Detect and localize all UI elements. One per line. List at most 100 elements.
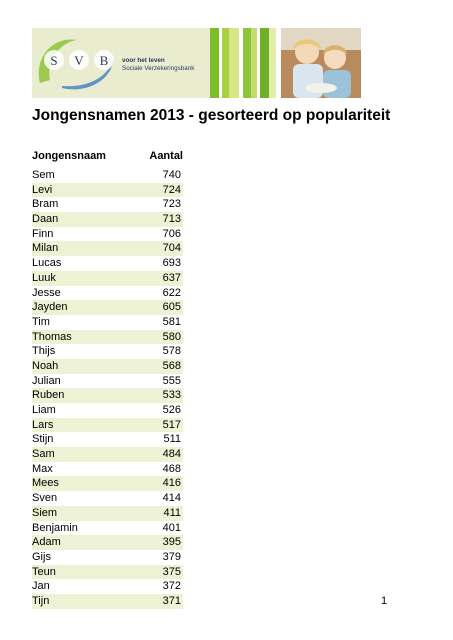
- count-cell: 578: [162, 345, 181, 358]
- name-cell: Tijn: [32, 594, 50, 607]
- table-row: Lars 517: [32, 417, 183, 433]
- logo-tagline: voor het leven Sociale Verzekeringsbank: [122, 57, 194, 73]
- name-cell: Benjamin: [32, 521, 78, 534]
- name-cell: Teun: [32, 565, 56, 578]
- name-cell: Adam: [32, 536, 61, 549]
- name-cell: Lucas: [32, 257, 62, 270]
- table-row: Siem 411: [32, 505, 183, 521]
- page-title: Jongensnamen 2013 - gesorteerd op popula…: [32, 107, 391, 124]
- table-row: Adam 395: [32, 535, 183, 550]
- count-cell: 581: [162, 315, 181, 328]
- table-row: Max 468: [32, 462, 183, 477]
- count-cell: 724: [162, 183, 181, 196]
- svb-logo: S V B voor het leven Sociale Verzekering…: [32, 28, 210, 98]
- name-cell: Noah: [32, 359, 59, 372]
- table-header: Jongensnaam Aantal: [32, 149, 183, 163]
- count-cell: 371: [162, 594, 181, 607]
- table-row: Ruben 533: [32, 388, 183, 403]
- decorative-stripes: [210, 28, 281, 98]
- tagline-line-1: voor het leven: [122, 57, 165, 64]
- column-header-name: Jongensnaam: [32, 150, 106, 162]
- count-cell: 704: [162, 242, 181, 255]
- stripe: [222, 28, 229, 98]
- table-row: Milan 704: [32, 241, 183, 257]
- table-row: Finn 706: [32, 227, 183, 242]
- tagline-line-2: Sociale Verzekeringsbank: [122, 65, 195, 72]
- name-cell: Max: [32, 462, 53, 475]
- table-row: Sven 414: [32, 491, 183, 506]
- table-row: Sem 740: [32, 168, 183, 183]
- stripe: [219, 28, 222, 98]
- table-row: Teun 375: [32, 564, 183, 580]
- logo-letter-v: V: [74, 53, 84, 68]
- column-header-count: Aantal: [149, 150, 183, 162]
- svb-header-banner: S V B voor het leven Sociale Verzekering…: [32, 28, 424, 98]
- count-cell: 533: [162, 389, 181, 402]
- table-row: Benjamin 401: [32, 521, 183, 536]
- table-row: Bram 723: [32, 197, 183, 212]
- name-cell: Jayden: [32, 301, 68, 314]
- children-photo: [281, 28, 361, 98]
- table-row: Daan 713: [32, 212, 183, 227]
- count-cell: 372: [162, 580, 181, 593]
- name-cell: Milan: [32, 242, 59, 255]
- page-number: 1: [381, 595, 388, 607]
- count-cell: 411: [163, 506, 181, 519]
- count-cell: 723: [162, 198, 181, 211]
- count-cell: 511: [163, 433, 181, 446]
- name-cell: Julian: [32, 374, 61, 387]
- table-row: Tim 581: [32, 315, 183, 330]
- table-row: Lucas 693: [32, 256, 183, 271]
- count-cell: 706: [162, 227, 181, 240]
- logo-letter-b: B: [100, 53, 109, 68]
- table-row: Luuk 637: [32, 270, 183, 286]
- name-cell: Jesse: [32, 286, 61, 299]
- table-row: Levi 724: [32, 182, 183, 198]
- stripe: [251, 28, 257, 98]
- name-cell: Luuk: [32, 271, 56, 284]
- name-cell: Liam: [32, 404, 56, 416]
- name-cell: Jan: [32, 580, 50, 593]
- count-cell: 416: [162, 477, 181, 490]
- stripe: [243, 28, 251, 98]
- stripe: [229, 28, 239, 98]
- name-cell: Siem: [32, 506, 58, 519]
- stripe: [239, 28, 243, 98]
- logo-letter-s: S: [50, 53, 57, 68]
- name-cell: Sam: [32, 448, 55, 461]
- count-cell: 401: [162, 521, 181, 534]
- boys-names-table: Jongensnaam Aantal Sem 740 Levi 724 Bram 723 D…: [32, 149, 183, 609]
- name-cell: Levi: [32, 183, 53, 196]
- table-row: Mees 416: [32, 476, 183, 492]
- count-cell: 526: [162, 404, 181, 416]
- table-row: Tijn 371: [32, 593, 183, 609]
- name-cell: Ruben: [32, 389, 65, 402]
- count-cell: 468: [162, 462, 181, 475]
- name-cell: Tim: [32, 315, 50, 328]
- stripe: [257, 28, 260, 98]
- table-row: Jan 372: [32, 579, 183, 594]
- table-body: Sem 740 Levi 724 Bram 723 Daan 713 Finn 706 Milan 7…: [32, 168, 183, 609]
- svb-logo-swoosh-icon: S V B: [38, 39, 114, 90]
- name-cell: Gijs: [32, 550, 51, 563]
- name-cell: Thomas: [32, 330, 72, 343]
- count-cell: 517: [162, 418, 181, 431]
- name-cell: Thijs: [32, 345, 56, 358]
- count-cell: 580: [162, 330, 181, 343]
- count-cell: 379: [162, 550, 181, 563]
- count-cell: 637: [162, 271, 181, 284]
- count-cell: 555: [162, 374, 181, 387]
- table-row: Julian 555: [32, 374, 183, 389]
- count-cell: 568: [162, 359, 181, 372]
- count-cell: 395: [162, 536, 181, 549]
- name-cell: Sem: [32, 169, 55, 181]
- table-row: Noah 568: [32, 358, 183, 374]
- table-row: Thijs 578: [32, 344, 183, 359]
- table-row: Gijs 379: [32, 550, 183, 565]
- name-cell: Sven: [32, 492, 58, 505]
- table-row: Liam 526: [32, 403, 183, 418]
- name-cell: Mees: [32, 477, 59, 490]
- stripe: [260, 28, 269, 98]
- count-cell: 375: [162, 565, 181, 578]
- stripe: [269, 28, 276, 98]
